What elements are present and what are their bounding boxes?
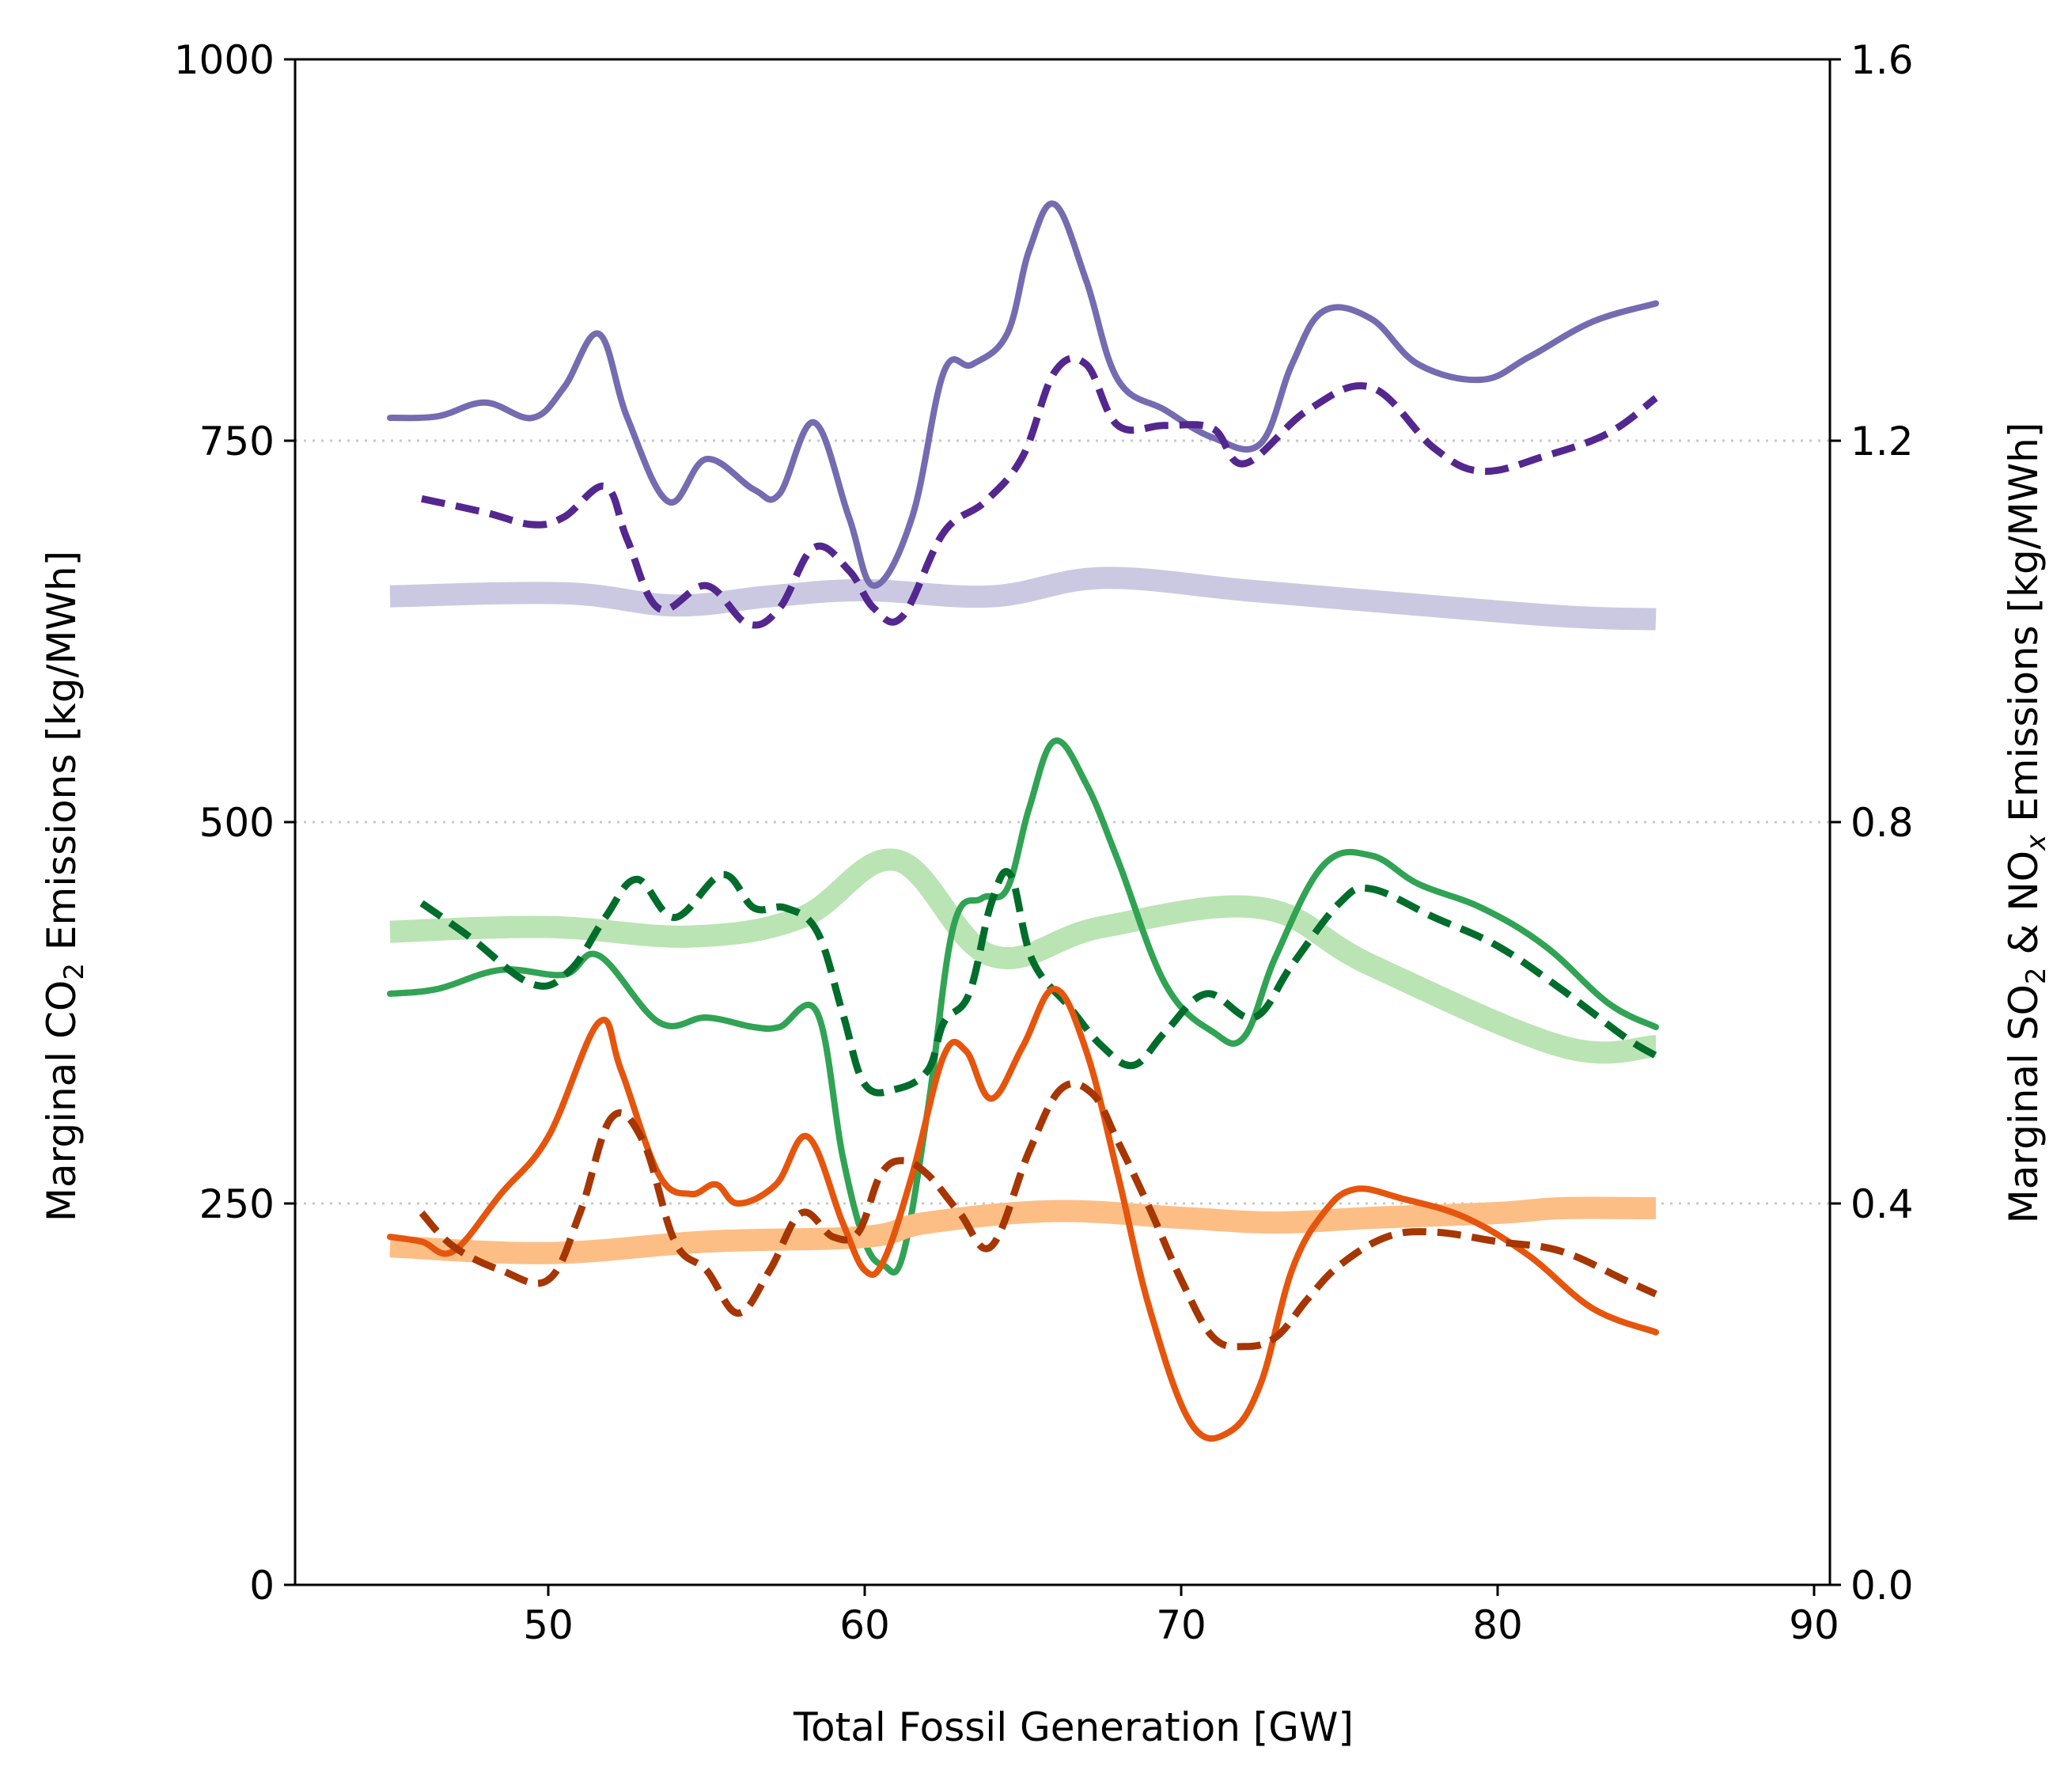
series-line-8 — [419, 1079, 1657, 1351]
series-line-6 — [389, 1196, 1657, 1264]
right-y-axis-ticks: 0.0 0.4 0.8 1.2 1.6 — [1830, 37, 1914, 1609]
left-y-tick-label: 1000 — [174, 37, 275, 83]
right-y-tick-label: 0.0 — [1850, 1563, 1914, 1609]
left-y-axis-ticks: 0 250 500 750 1000 — [174, 37, 295, 1609]
right-y-tick-label: 0.8 — [1850, 800, 1914, 846]
series-line-3 — [389, 848, 1657, 1064]
series-line-2 — [421, 354, 1658, 629]
x-tick-label: 50 — [523, 1602, 574, 1648]
x-tick-label: 60 — [839, 1602, 890, 1648]
left-y-axis-label: Marginal CO2 Emissions [kg/MWh] — [39, 551, 90, 1222]
x-tick-label: 80 — [1472, 1602, 1523, 1648]
x-axis-label: Total Fossil Generation [GW] — [793, 1704, 1354, 1750]
series-line-4 — [387, 737, 1659, 1276]
left-y-tick-label: 500 — [199, 800, 275, 846]
series-line-0 — [389, 567, 1657, 631]
left-y-tick-label: 0 — [249, 1563, 275, 1609]
series-line-5 — [419, 867, 1658, 1097]
left-y-tick-label: 750 — [199, 419, 275, 464]
right-y-tick-label: 1.2 — [1850, 419, 1914, 464]
x-axis-ticks: 50 60 70 80 90 — [523, 1585, 1839, 1648]
series-layer — [387, 200, 1659, 1442]
x-tick-label: 70 — [1156, 1602, 1206, 1648]
series-line-7 — [387, 985, 1659, 1442]
x-tick-label: 90 — [1789, 1602, 1839, 1648]
right-y-tick-label: 1.6 — [1850, 37, 1914, 83]
right-y-axis-label: Marginal SO2 & NOx Emissions [kg/MWh] — [2001, 423, 2052, 1224]
left-y-tick-label: 250 — [199, 1181, 275, 1227]
series-line-1 — [387, 200, 1659, 589]
right-y-tick-label: 0.4 — [1850, 1181, 1914, 1227]
